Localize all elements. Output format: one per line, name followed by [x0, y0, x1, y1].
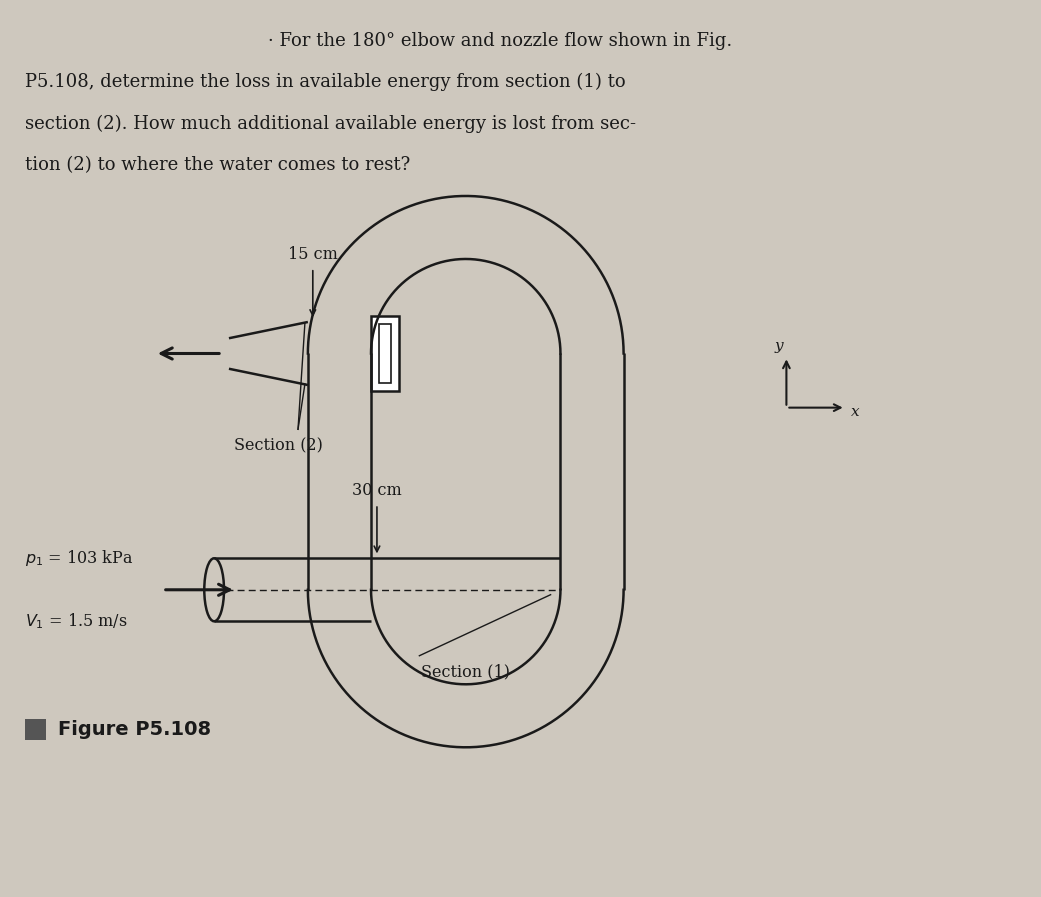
Bar: [379, 324, 390, 383]
Text: section (2). How much additional available energy is lost from sec-: section (2). How much additional availab…: [25, 114, 636, 133]
Text: tion (2) to where the water comes to rest?: tion (2) to where the water comes to res…: [25, 155, 410, 174]
Text: Section (2): Section (2): [234, 437, 323, 454]
Text: Figure P5.108: Figure P5.108: [58, 720, 211, 739]
Text: Section (1): Section (1): [422, 664, 510, 681]
Text: $p_1$ = 103 kPa: $p_1$ = 103 kPa: [25, 548, 133, 568]
Text: $V_1$ = 1.5 m/s: $V_1$ = 1.5 m/s: [25, 612, 127, 631]
Text: y: y: [775, 338, 783, 353]
Bar: [371, 316, 399, 391]
Bar: [25, 718, 47, 740]
Text: · For the 180° elbow and nozzle flow shown in Fig.: · For the 180° elbow and nozzle flow sho…: [269, 31, 733, 49]
Text: P5.108, determine the loss in available energy from section (1) to: P5.108, determine the loss in available …: [25, 73, 626, 91]
Text: 15 cm: 15 cm: [288, 246, 337, 263]
Text: x: x: [850, 405, 859, 419]
Text: 30 cm: 30 cm: [352, 483, 402, 500]
